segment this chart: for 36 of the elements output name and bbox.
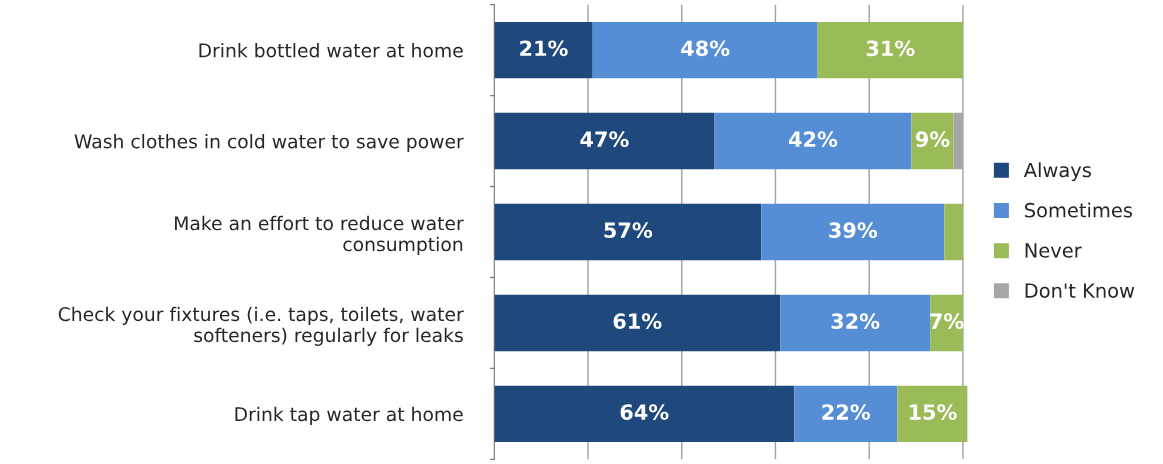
bar	[494, 203, 762, 261]
data-label: 57%	[604, 222, 653, 239]
y-tick-label: Make an effort to reduce water consumption	[175, 215, 464, 255]
y-tick-label: Wash clothes in cold water to save power	[74, 133, 464, 153]
bar	[817, 21, 963, 79]
y-tick-label: Drink bottled water at home	[199, 42, 463, 58]
data-label: 21%	[520, 40, 568, 57]
data-label: 32%	[831, 313, 880, 329]
bar	[494, 385, 795, 443]
legend-label: Sometimes	[1025, 202, 1132, 218]
data-label: 42%	[788, 131, 838, 148]
bar	[761, 203, 945, 261]
bar	[494, 112, 715, 170]
data-label: 15%	[909, 404, 957, 420]
bar	[944, 203, 963, 261]
bar	[780, 294, 931, 352]
data-label: 61%	[613, 313, 662, 329]
data-label: 39%	[829, 222, 878, 239]
bar	[494, 294, 781, 352]
bar	[794, 385, 898, 443]
bar	[714, 112, 912, 170]
y-tick-label: Drink tap water at home	[235, 406, 463, 425]
data-label: 31%	[866, 40, 915, 57]
data-label: 48%	[681, 40, 730, 57]
bar	[592, 21, 818, 79]
bar	[897, 385, 968, 443]
data-label: 9%	[915, 131, 950, 148]
data-label: 22%	[822, 404, 871, 420]
data-label: 47%	[580, 131, 629, 148]
legend-label: Don't Know	[1025, 283, 1135, 298]
bar	[494, 21, 593, 79]
legend-label: Always	[1023, 162, 1091, 182]
y-tick-label: Check your fixtures (i.e. taps, toilets, water softeners) regularly for leaks	[58, 306, 464, 346]
data-label: 64%	[620, 404, 669, 420]
legend-label: Never	[1025, 243, 1082, 258]
bar	[911, 112, 954, 170]
